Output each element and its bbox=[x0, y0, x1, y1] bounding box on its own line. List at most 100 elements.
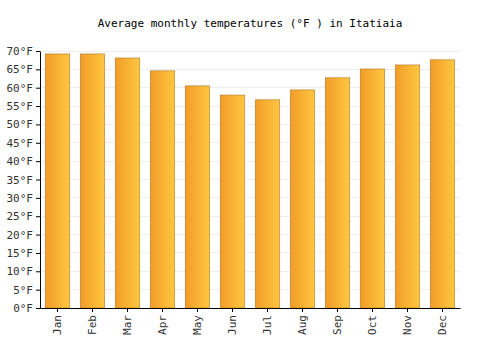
bar bbox=[185, 86, 210, 308]
x-tick-label: Apr bbox=[156, 315, 169, 335]
x-tick-mark bbox=[267, 308, 268, 312]
x-tick-label: Nov bbox=[401, 315, 414, 335]
bar bbox=[290, 90, 315, 308]
x-tick-label: May bbox=[191, 315, 204, 335]
y-tick: 50°F bbox=[7, 118, 41, 131]
y-tick: 5°F bbox=[13, 284, 40, 297]
y-tick-label: 5°F bbox=[13, 284, 33, 297]
y-tick: 10°F bbox=[7, 265, 41, 278]
y-tick-mark bbox=[36, 216, 40, 217]
x-tick-mark bbox=[372, 308, 373, 312]
x-tick-mark bbox=[442, 308, 443, 312]
bar bbox=[115, 58, 140, 308]
y-tick-mark bbox=[36, 253, 40, 254]
y-axis-line bbox=[40, 52, 41, 309]
y-tick-mark bbox=[36, 51, 40, 52]
x-tick-label: Jun bbox=[226, 315, 239, 335]
x-tick-mark bbox=[302, 308, 303, 312]
x-axis: Jan Feb Mar Apr May Jun Jul Aug Sep Oct Nov Dec bbox=[41, 308, 461, 335]
y-tick: 55°F bbox=[7, 100, 41, 113]
x-tick: Dec bbox=[436, 308, 449, 335]
y-tick-mark bbox=[36, 271, 40, 272]
grid-line bbox=[40, 51, 460, 52]
y-tick: 65°F bbox=[7, 63, 41, 76]
y-tick-mark bbox=[36, 235, 40, 236]
plot: 0°F 5°F 10°F 15°F 20°F 25°F 30°F 35°F 40°F 45°F 50… bbox=[7, 45, 461, 335]
y-tick-mark bbox=[36, 180, 40, 181]
bar bbox=[150, 71, 175, 308]
y-tick-label: 0°F bbox=[13, 302, 33, 315]
x-tick-label: Sep bbox=[331, 315, 344, 335]
x-tick: Mar bbox=[121, 308, 134, 335]
y-tick: 20°F bbox=[7, 229, 41, 242]
y-tick: 70°F bbox=[7, 45, 41, 58]
bars bbox=[45, 54, 455, 308]
x-tick: Apr bbox=[156, 308, 169, 335]
y-tick-label: 10°F bbox=[7, 265, 34, 278]
y-axis: 0°F 5°F 10°F 15°F 20°F 25°F 30°F 35°F 40°F 45°F 50… bbox=[7, 45, 41, 315]
y-tick-label: 70°F bbox=[7, 45, 34, 58]
x-tick-label: Jul bbox=[261, 315, 274, 335]
bar bbox=[430, 60, 455, 308]
x-tick-mark bbox=[337, 308, 338, 312]
grid bbox=[40, 51, 460, 308]
y-tick: 30°F bbox=[7, 192, 41, 205]
y-tick-mark bbox=[36, 290, 40, 291]
x-tick-label: Aug bbox=[296, 315, 309, 335]
x-tick: Jun bbox=[226, 308, 239, 335]
x-tick: Jan bbox=[51, 308, 64, 335]
y-tick-label: 60°F bbox=[7, 82, 34, 95]
y-tick: 0°F bbox=[13, 302, 40, 315]
chart-svg: 0°F 5°F 10°F 15°F 20°F 25°F 30°F 35°F 40°F 45°F 50… bbox=[0, 0, 500, 350]
x-tick-mark bbox=[127, 308, 128, 312]
y-tick-label: 30°F bbox=[7, 192, 34, 205]
y-tick-mark bbox=[36, 308, 40, 309]
bar bbox=[220, 95, 245, 308]
y-tick: 40°F bbox=[7, 155, 41, 168]
x-tick-mark bbox=[407, 308, 408, 312]
y-tick: 45°F bbox=[7, 137, 41, 150]
y-tick: 25°F bbox=[7, 210, 41, 223]
bar bbox=[45, 54, 70, 308]
y-tick-label: 25°F bbox=[7, 210, 34, 223]
x-tick: May bbox=[191, 308, 204, 335]
y-tick: 15°F bbox=[7, 247, 41, 260]
x-tick: Oct bbox=[366, 308, 379, 335]
x-tick: Jul bbox=[261, 308, 274, 335]
x-tick-label: Feb bbox=[86, 315, 99, 335]
bar bbox=[325, 78, 350, 308]
x-tick: Aug bbox=[296, 308, 309, 335]
x-tick-label: Jan bbox=[51, 315, 64, 335]
y-tick-mark bbox=[36, 106, 40, 107]
bar bbox=[395, 65, 420, 308]
x-tick-mark bbox=[232, 308, 233, 312]
x-tick: Feb bbox=[86, 308, 99, 335]
title: Average monthly temperatures (°F ) in It… bbox=[98, 17, 403, 30]
y-tick-mark bbox=[36, 198, 40, 199]
x-tick-label: Oct bbox=[366, 315, 379, 335]
x-tick-mark bbox=[92, 308, 93, 312]
y-tick-label: 65°F bbox=[7, 63, 34, 76]
x-tick-mark bbox=[57, 308, 58, 312]
bar bbox=[360, 69, 385, 308]
y-tick-label: 40°F bbox=[7, 155, 34, 168]
y-tick-label: 50°F bbox=[7, 118, 34, 131]
bar bbox=[255, 100, 280, 308]
x-axis-line bbox=[41, 308, 461, 309]
x-tick-mark bbox=[162, 308, 163, 312]
x-tick: Sep bbox=[331, 308, 344, 335]
y-tick-label: 55°F bbox=[7, 100, 34, 113]
x-tick-mark bbox=[197, 308, 198, 312]
y-tick: 35°F bbox=[7, 174, 41, 187]
y-tick: 60°F bbox=[7, 82, 41, 95]
y-tick-mark bbox=[36, 161, 40, 162]
bar bbox=[80, 54, 105, 308]
y-tick-label: 20°F bbox=[7, 229, 34, 242]
y-tick-mark bbox=[36, 143, 40, 144]
y-tick-mark bbox=[36, 69, 40, 70]
chart-container: 0°F 5°F 10°F 15°F 20°F 25°F 30°F 35°F 40°F 45°F 50… bbox=[0, 0, 500, 350]
x-tick-label: Dec bbox=[436, 315, 449, 335]
y-tick-label: 45°F bbox=[7, 137, 34, 150]
x-tick-label: Mar bbox=[121, 315, 134, 335]
y-tick-mark bbox=[36, 88, 40, 89]
